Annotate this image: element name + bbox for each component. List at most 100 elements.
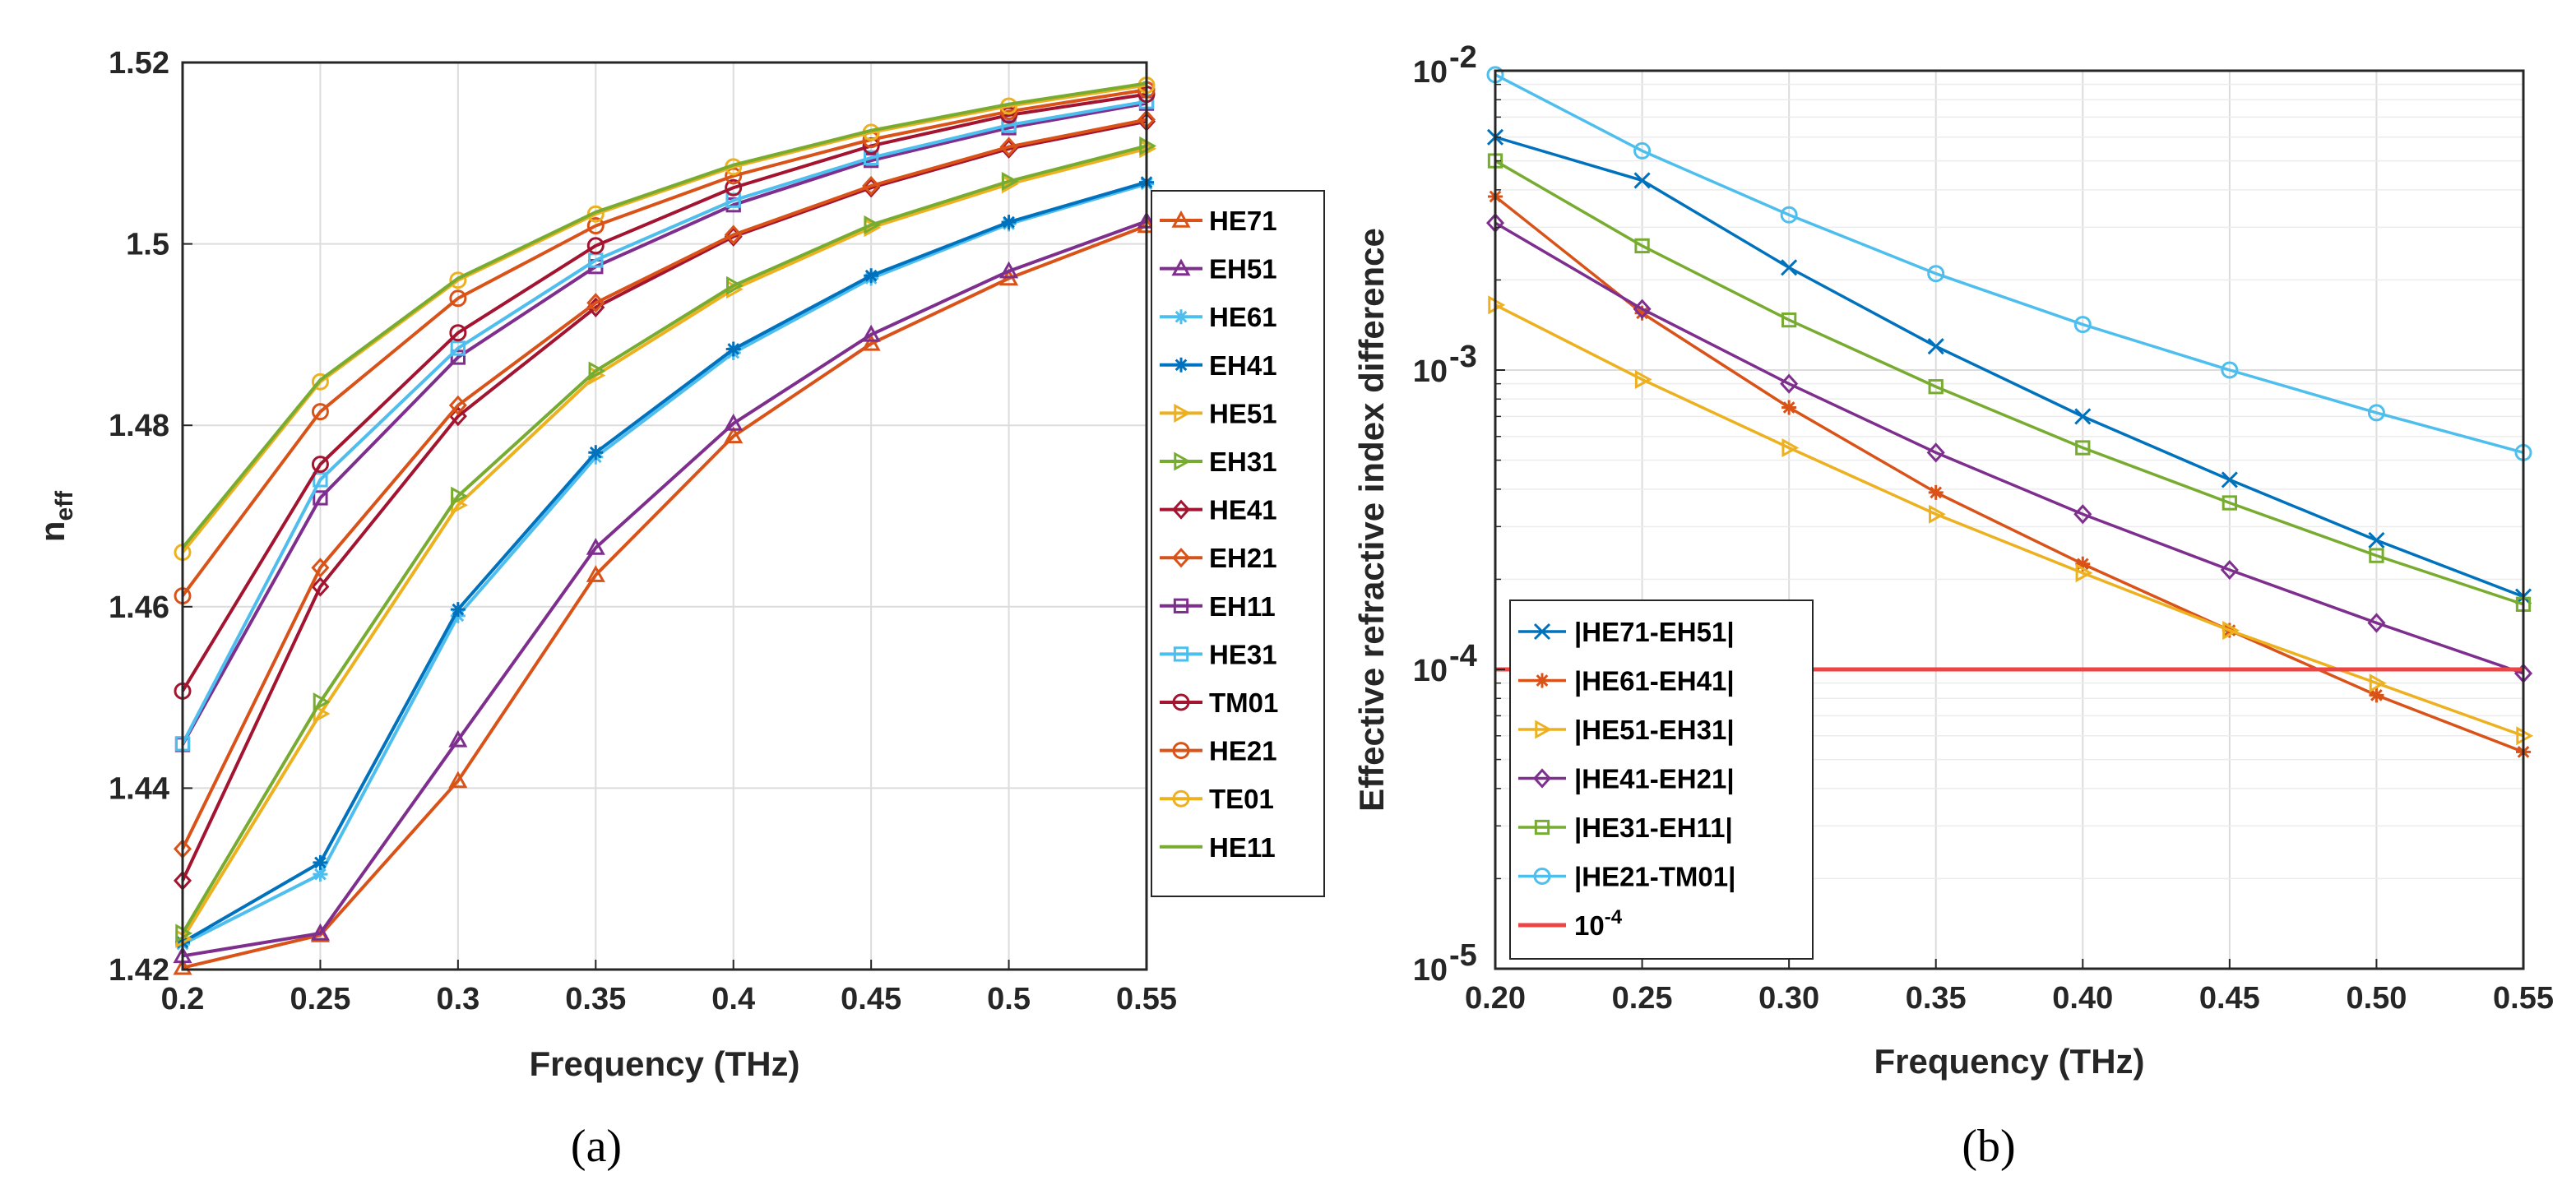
chart-a-legend-label: HE31 <box>1209 639 1277 669</box>
chart-b-legend-marker <box>1533 868 1551 885</box>
chart-b-point <box>1633 172 1651 189</box>
chart-a-legend-label: EH21 <box>1209 543 1277 573</box>
chart-a-legend-item: EH11 <box>1160 591 1276 622</box>
chart-b-point <box>2369 674 2387 693</box>
chart-a-x-ticks: 0.2 0.25 0.3 0.35 0.4 0.45 0.5 0.55 <box>161 960 1177 1016</box>
chart-b-line <box>1494 160 2524 606</box>
chart-b-legend-label: |HE71-EH51| <box>1574 617 1735 647</box>
chart-a-point-HE31 <box>863 150 879 165</box>
chart-a-point-HE31 <box>313 472 328 488</box>
chart-a-legend-marker <box>1174 403 1192 423</box>
chart-a-legend-item: TM01 <box>1160 687 1278 718</box>
chart-a-point-EH41 <box>588 445 604 461</box>
chart-a-legend-marker <box>1172 742 1190 760</box>
chart-b-point <box>2222 621 2240 641</box>
chart-a-line-EH11 <box>181 101 1147 746</box>
chart-a-point-TE01 <box>449 271 467 289</box>
chart-b-legend-item: |HE41-EH21| <box>1518 764 1735 794</box>
chart-b-point <box>2073 504 2092 525</box>
caption-b: (b) <box>1962 1121 2015 1172</box>
chart-a-x-tick-label: 0.4 <box>711 982 755 1016</box>
chart-a-legend: HE71 EH51 HE61 EH41 HE51 EH31 HE41 EH21 EH11 HE31… <box>1151 190 1325 897</box>
chart-a-point-EH31 <box>451 486 468 506</box>
chart-a-point-EH51 <box>999 261 1019 279</box>
chart-a-point-EH41 <box>864 268 879 284</box>
chart-a-y-tick-label: 1.52 <box>109 46 169 81</box>
chart-a-legend-marker <box>1174 451 1192 471</box>
chart-a-y-label-main: n <box>33 521 72 543</box>
chart-b-y-axis-label: Effective refractive index difference <box>1352 228 1391 812</box>
chart-b-y-tick-exponent: -4 <box>1449 639 1477 674</box>
chart-b-y-tick-label: 10 <box>1413 654 1448 688</box>
chart-a-point-HE21 <box>311 403 329 421</box>
chart-b-point <box>2367 404 2385 422</box>
chart-a-legend-item: HE21 <box>1160 736 1277 766</box>
chart-a-point-TM01 <box>586 237 605 255</box>
chart-b-line <box>1494 136 2524 599</box>
chart-b-point <box>1929 504 1946 524</box>
chart-b-legend-item: |HE71-EH51| <box>1518 617 1735 647</box>
chart-a-legend-marker <box>1172 693 1190 711</box>
chart-a-legend-label: HE11 <box>1209 832 1276 863</box>
chart-a-point-HE61 <box>313 867 328 882</box>
chart-a-plot-area <box>183 62 1147 970</box>
chart-a-point-EH51 <box>861 324 881 342</box>
chart-a-y-axis-label: neff <box>33 490 78 542</box>
chart-a-line-EH21 <box>181 118 1147 850</box>
chart-b-y-tick-exponent: -2 <box>1449 40 1477 75</box>
chart-b-legend-marker <box>1532 768 1552 789</box>
chart-a-point-EH41 <box>1001 215 1017 230</box>
chart-b-point <box>2073 316 2092 334</box>
chart-a-x-tick-label: 0.5 <box>987 982 1031 1016</box>
chart-a-y-tick-label: 1.46 <box>109 590 169 625</box>
chart-a-legend-marker <box>1171 499 1191 520</box>
chart-b-series-|HE71-EH51| <box>1486 128 2532 605</box>
chart-b-point <box>2075 440 2091 456</box>
chart-a-legend-item: HE31 <box>1160 639 1277 669</box>
chart-a-line-EH41 <box>181 180 1147 944</box>
chart-b-point <box>1633 299 1652 319</box>
chart-b-point <box>1634 305 1650 321</box>
chart-b-series-|HE31-EH11| <box>1487 153 2532 612</box>
chart-b-point <box>2369 548 2384 563</box>
chart-a-point-EH51 <box>724 413 744 431</box>
chart-b-line <box>1494 221 2524 675</box>
chart-a-point-EH21 <box>724 225 743 245</box>
chart-a-legend-item: HE11 <box>1160 832 1276 863</box>
chart-a-line-HE21 <box>181 88 1147 597</box>
chart-b-index-difference: 0.20 0.25 0.30 0.35 0.40 0.45 0.50 0.55 10 -510-… <box>1352 40 2554 1172</box>
chart-a-legend-label: TE01 <box>1209 784 1274 814</box>
chart-a-point-HE21 <box>586 217 605 235</box>
chart-b-point <box>1634 238 1650 254</box>
chart-a-point-EH11 <box>450 349 466 365</box>
chart-a-legend-item: EH21 <box>1160 543 1277 573</box>
chart-a-y-label-sub: eff <box>51 490 78 521</box>
chart-a-line-TM01 <box>181 92 1147 692</box>
chart-b-x-tick-label: 0.55 <box>2493 981 2554 1016</box>
chart-b-y-tick-label: 10 <box>1413 953 1448 988</box>
chart-b-legend-marker <box>1535 673 1550 688</box>
chart-a-line-HE61 <box>182 182 1147 946</box>
chart-b-legend-item: |HE31-EH11| <box>1518 812 1733 843</box>
chart-b-legend-label: |HE51-EH31| <box>1574 715 1735 745</box>
chart-a-legend-label: EH41 <box>1209 350 1277 381</box>
chart-a-point-EH31 <box>588 361 606 381</box>
chart-b-x-tick-label: 0.25 <box>1612 981 1673 1016</box>
chart-a-line-HE31 <box>181 100 1147 745</box>
chart-a-point-HE41 <box>311 576 330 597</box>
chart-b-legend-label: |HE21-TM01| <box>1574 862 1735 892</box>
chart-a-legend-box <box>1151 190 1325 897</box>
chart-a-point-EH21 <box>999 137 1018 157</box>
chart-a-axes-frame <box>181 61 1148 971</box>
chart-a-legend-item: EH31 <box>1160 447 1277 477</box>
chart-b-point <box>1781 437 1800 458</box>
chart-a-legend-item: HE41 <box>1160 495 1277 525</box>
chart-b-x-tick-label: 0.35 <box>1906 981 1967 1016</box>
chart-b-x-tick-label: 0.20 <box>1465 981 1526 1016</box>
chart-a-point-EH51 <box>586 538 605 555</box>
chart-a-legend-item: HE71 <box>1160 206 1277 236</box>
chart-a-legend-item: HE51 <box>1160 398 1277 428</box>
chart-b-series <box>1485 66 2534 760</box>
chart-a-line-HE51 <box>181 146 1147 940</box>
